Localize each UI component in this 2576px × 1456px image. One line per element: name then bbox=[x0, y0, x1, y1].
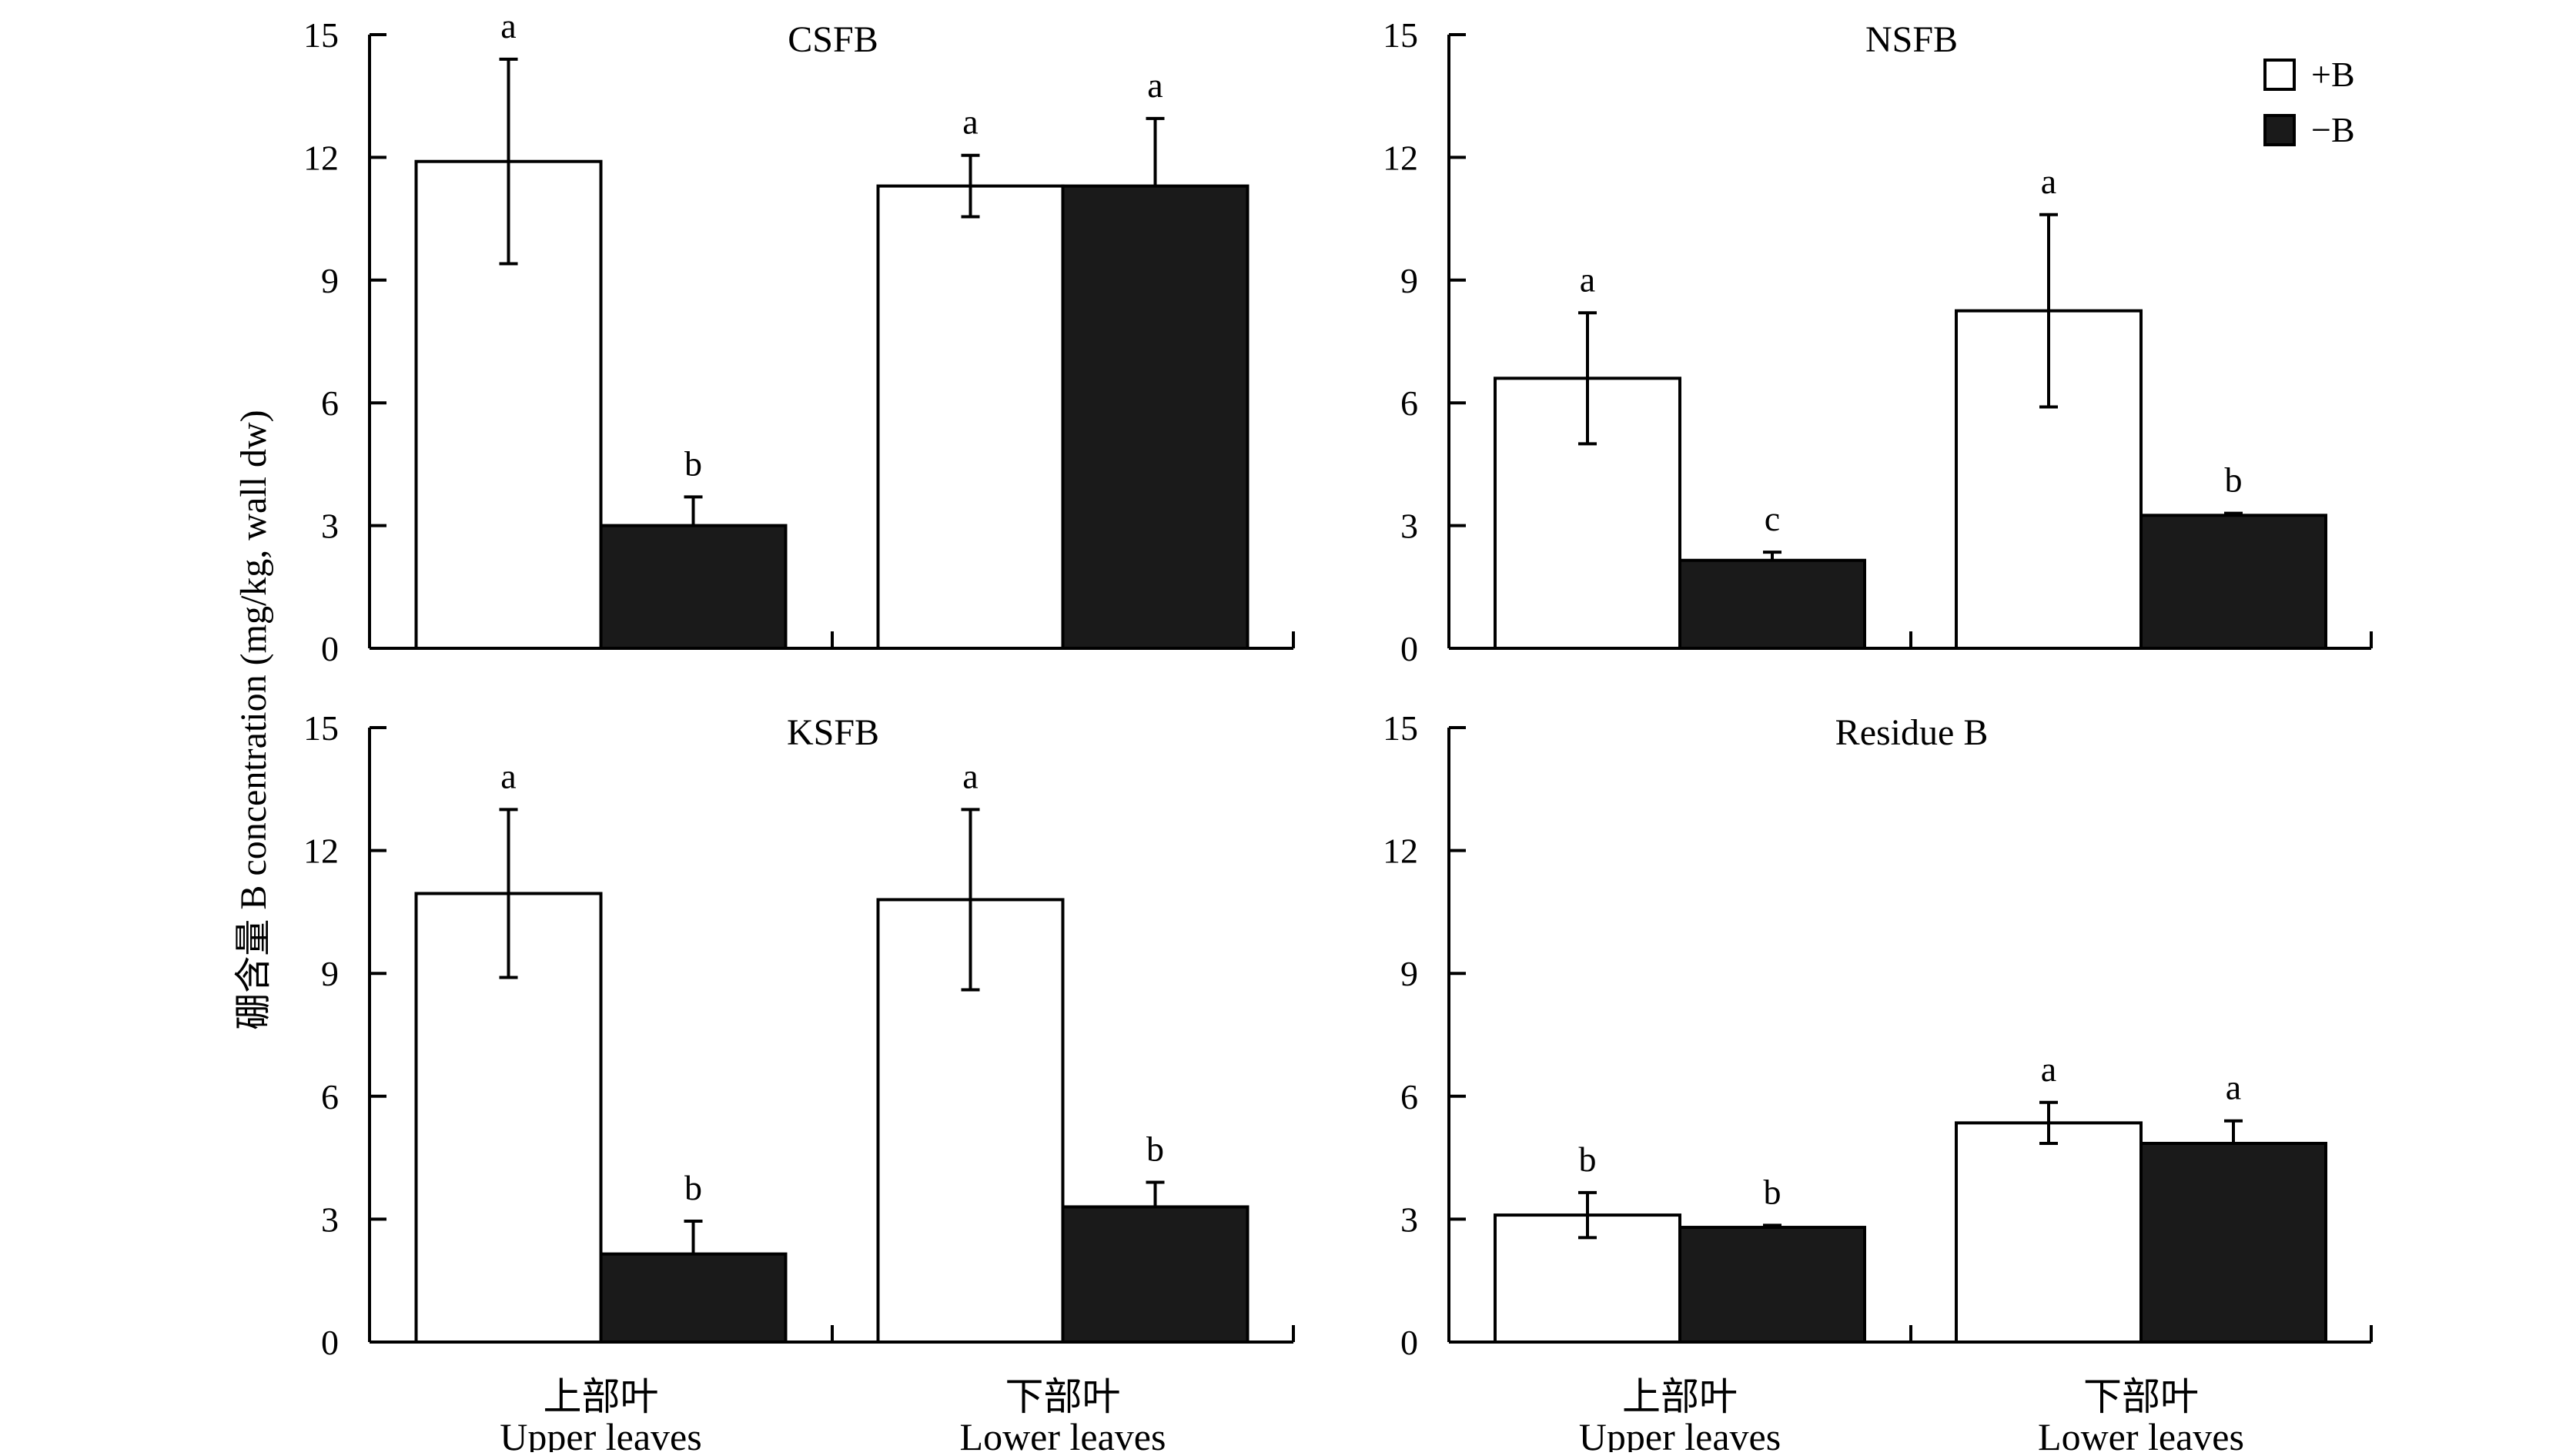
y-tick-label: 6 bbox=[1400, 383, 1418, 423]
significance-label: a bbox=[500, 756, 516, 795]
y-tick-label: 3 bbox=[321, 1200, 339, 1239]
significance-label: b bbox=[1579, 1140, 1597, 1179]
bar-minusB bbox=[1061, 1205, 1250, 1344]
significance-label: b bbox=[2225, 460, 2243, 500]
x-category-label-en: Lower leaves bbox=[2038, 1415, 2244, 1452]
y-tick-label: 15 bbox=[1383, 15, 1418, 55]
significance-label: a bbox=[962, 756, 978, 795]
y-tick-label: 12 bbox=[1383, 832, 1418, 871]
error-bar bbox=[2224, 511, 2243, 516]
significance-label: a bbox=[962, 102, 978, 142]
y-tick-label: 3 bbox=[1400, 507, 1418, 546]
y-tick-label: 12 bbox=[303, 832, 339, 871]
legend: +B −B bbox=[2263, 55, 2355, 149]
x-category-label-zh: 下部叶 bbox=[2083, 1375, 2199, 1418]
x-category-label-zh: 上部叶 bbox=[544, 1375, 659, 1418]
y-tick-label: 3 bbox=[321, 507, 339, 546]
x-category-label-zh: 下部叶 bbox=[1005, 1375, 1121, 1418]
y-tick-label: 12 bbox=[303, 138, 339, 177]
error-bar bbox=[499, 808, 518, 979]
error-bar bbox=[2224, 1119, 2243, 1143]
bar-minusB bbox=[599, 1252, 788, 1344]
y-tick-label: 0 bbox=[1400, 629, 1418, 668]
y-tick-label: 15 bbox=[303, 708, 339, 748]
significance-label: a bbox=[2041, 1049, 2056, 1089]
error-bar bbox=[1578, 311, 1597, 446]
y-tick-label: 0 bbox=[321, 1323, 339, 1362]
y-tick-label: 12 bbox=[1383, 138, 1418, 177]
significance-label: a bbox=[2226, 1068, 2241, 1107]
panel-title: Residue B bbox=[1835, 712, 1989, 753]
y-tick-label: 6 bbox=[321, 383, 339, 423]
error-bar bbox=[1578, 1190, 1597, 1240]
bar-minusB bbox=[1061, 184, 1250, 651]
error-bar bbox=[961, 808, 980, 992]
y-tick-label: 3 bbox=[1400, 1200, 1418, 1239]
bar-minusB bbox=[2139, 514, 2327, 650]
x-category-label-en: Upper leaves bbox=[500, 1415, 701, 1452]
panel-2: 0 3 6 9 12 15 NSFB a c a b bbox=[1383, 15, 2373, 668]
y-axis-label-group: 硼含量 B concentration (mg/kg, wall dw) bbox=[233, 410, 274, 1029]
y-tick-label: 9 bbox=[321, 954, 339, 993]
panel-1: 0 3 6 9 12 15 CSFB a b a a bbox=[303, 6, 1295, 668]
x-category-label-en: Upper leaves bbox=[1579, 1415, 1781, 1452]
bar-plusB bbox=[1955, 1121, 2143, 1344]
legend-label: −B bbox=[2311, 110, 2355, 149]
y-tick-label: 0 bbox=[321, 629, 339, 668]
y-tick-label: 6 bbox=[321, 1077, 339, 1116]
significance-label: a bbox=[2041, 162, 2056, 201]
bar-plusB bbox=[876, 184, 1065, 651]
y-tick-label: 0 bbox=[1400, 1323, 1418, 1362]
y-tick-label: 9 bbox=[1400, 954, 1418, 993]
y-tick-label: 15 bbox=[303, 15, 339, 55]
significance-label: b bbox=[684, 1168, 702, 1207]
y-tick-label: 6 bbox=[1400, 1077, 1418, 1116]
significance-label: a bbox=[1580, 259, 1595, 299]
panels: 0 3 6 9 12 15 CSFB a b a a 0 3 6 9 12 15 NSFB a c a b 0 3 6 9 12 15… bbox=[303, 6, 2373, 1456]
bar-minusB bbox=[1678, 558, 1866, 650]
error-bar bbox=[1763, 1223, 1781, 1228]
y-axis-label: 硼含量 B concentration (mg/kg, wall dw) bbox=[233, 410, 274, 1029]
legend-swatch bbox=[2263, 114, 2296, 146]
y-tick-label: 9 bbox=[1400, 261, 1418, 300]
x-category-label-zh: 上部叶 bbox=[1622, 1375, 1738, 1418]
significance-label: b bbox=[684, 443, 702, 483]
error-bar bbox=[499, 57, 518, 266]
panel-title: CSFB bbox=[788, 19, 878, 60]
bar-minusB bbox=[599, 524, 788, 650]
significance-label: c bbox=[1765, 499, 1780, 538]
error-bar bbox=[2039, 1100, 2058, 1145]
significance-label: b bbox=[1146, 1130, 1164, 1169]
panel-title: NSFB bbox=[1865, 19, 1958, 60]
bar-minusB bbox=[1678, 1226, 1866, 1344]
legend-swatch bbox=[2263, 59, 2296, 91]
error-bar bbox=[684, 1220, 703, 1254]
panel-title: KSFB bbox=[787, 712, 879, 753]
error-bar bbox=[961, 153, 980, 219]
y-tick-label: 9 bbox=[321, 261, 339, 300]
legend-label: +B bbox=[2311, 55, 2355, 94]
error-bar bbox=[684, 495, 703, 526]
error-bar bbox=[1763, 551, 1781, 561]
bar-minusB bbox=[2139, 1141, 2327, 1344]
x-category-label-en: Lower leaves bbox=[960, 1415, 1166, 1452]
error-bar bbox=[1146, 116, 1165, 186]
significance-label: b bbox=[1764, 1172, 1781, 1211]
y-tick-label: 15 bbox=[1383, 708, 1418, 748]
error-bar bbox=[2039, 213, 2058, 409]
error-bar bbox=[1146, 1180, 1165, 1207]
significance-label: a bbox=[1147, 65, 1163, 105]
significance-label: a bbox=[500, 6, 516, 45]
